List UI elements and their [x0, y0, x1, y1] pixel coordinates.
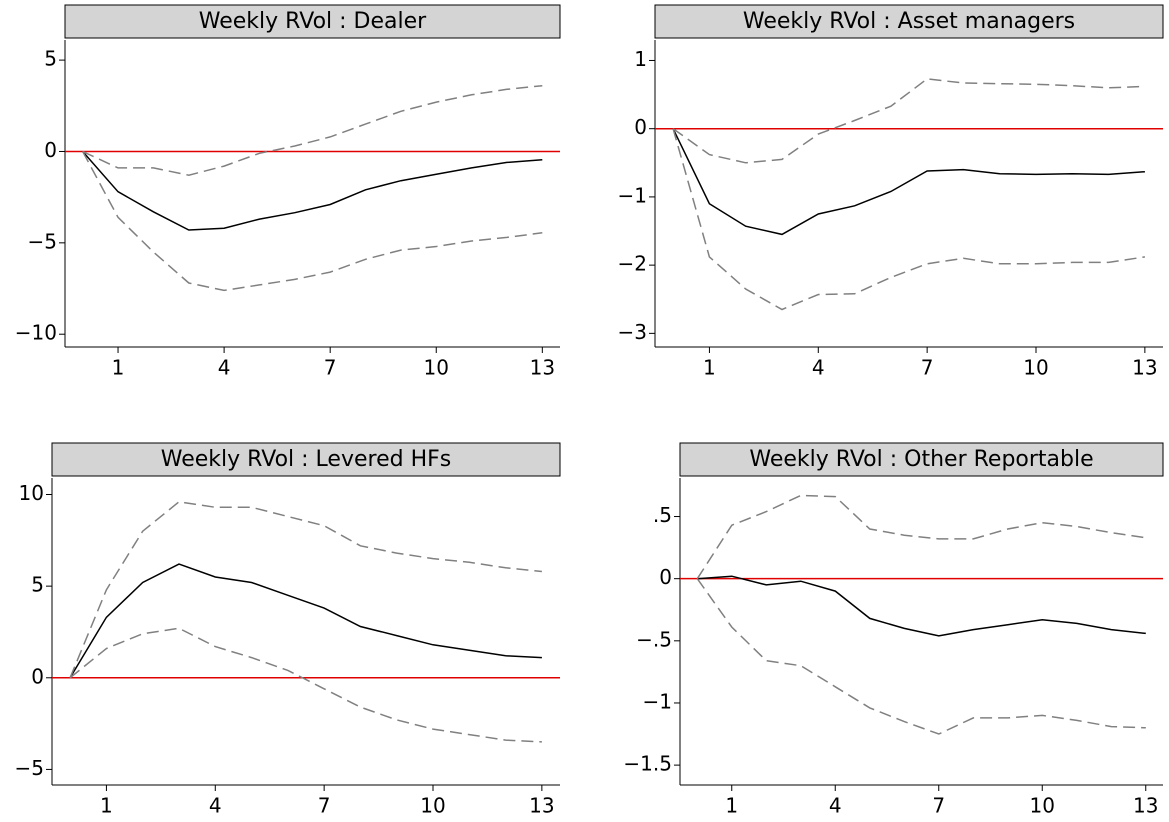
series-line — [697, 575, 1146, 637]
y-tick-label: −.5 — [636, 627, 672, 651]
panel-title: Weekly RVol : Asset managers — [743, 9, 1075, 34]
x-tick-label: 13 — [1132, 356, 1157, 380]
series-line — [82, 151, 543, 292]
x-tick-label: 13 — [529, 794, 554, 818]
y-tick-label: 0 — [634, 115, 647, 139]
panel-title: Weekly RVol : Dealer — [199, 9, 427, 34]
x-tick-label: 10 — [424, 356, 449, 380]
y-tick-label: −5 — [15, 756, 44, 780]
x-tick-label: 13 — [530, 356, 555, 380]
y-tick-label: 0 — [31, 664, 44, 688]
x-tick-label: 7 — [324, 356, 337, 380]
y-tick-label: −1.5 — [623, 752, 672, 776]
title-bar — [654, 4, 1164, 39]
y-tick-label: −3 — [618, 320, 647, 344]
y-tick-label: 5 — [31, 573, 44, 597]
series-line — [82, 151, 543, 231]
panel-title: Weekly RVol : Levered HFs — [161, 447, 451, 472]
x-tick-label: 1 — [100, 794, 113, 818]
x-tick-label: 13 — [1133, 794, 1158, 818]
y-tick-label: 1 — [634, 47, 647, 71]
series-line — [69, 563, 542, 679]
y-tick-label: .5 — [653, 503, 672, 527]
y-tick-label: −1 — [643, 689, 672, 713]
y-tick-label: −10 — [15, 321, 57, 345]
title-bar — [679, 442, 1164, 477]
x-tick-label: 4 — [812, 356, 825, 380]
series-line — [672, 128, 1145, 236]
series-line — [69, 501, 542, 679]
series-line — [69, 627, 542, 743]
title-bar — [51, 442, 561, 477]
y-tick-label: 10 — [19, 481, 44, 505]
x-tick-label: 7 — [932, 794, 945, 818]
x-tick-label: 1 — [703, 356, 716, 380]
x-tick-label: 7 — [921, 356, 934, 380]
panel-title: Weekly RVol : Other Reportable — [749, 447, 1093, 472]
series-line — [672, 78, 1145, 164]
y-tick-label: −5 — [28, 229, 57, 253]
x-tick-label: 1 — [725, 794, 738, 818]
y-tick-label: −1 — [618, 183, 647, 207]
y-tick-label: 5 — [44, 47, 57, 71]
y-tick-label: 0 — [44, 138, 57, 162]
x-tick-label: 4 — [829, 794, 842, 818]
x-tick-label: 10 — [420, 794, 445, 818]
y-tick-label: −2 — [618, 252, 647, 276]
series-line — [672, 128, 1146, 311]
series-line — [82, 84, 543, 176]
series-line — [696, 494, 1146, 580]
y-tick-label: 0 — [659, 565, 672, 589]
x-tick-label: 7 — [318, 794, 331, 818]
x-tick-label: 4 — [209, 794, 222, 818]
x-tick-label: 4 — [218, 356, 231, 380]
x-tick-label: 10 — [1023, 356, 1048, 380]
x-tick-label: 10 — [1030, 794, 1055, 818]
series-line — [696, 578, 1146, 735]
title-bar — [64, 4, 561, 39]
x-tick-label: 1 — [112, 356, 125, 380]
